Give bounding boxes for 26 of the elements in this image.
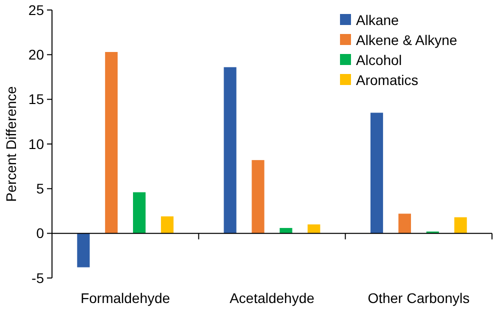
x-tick-label: Formaldehyde [80,290,170,306]
bar [308,224,320,234]
legend-label: Alkane [356,12,400,28]
y-tick-label: 15 [28,91,44,108]
legend-label: Aromatics [356,72,418,88]
y-tick-label: -5 [32,270,44,286]
x-tick-label: Acetaldehyde [230,290,315,306]
y-tick-label: 5 [36,180,44,197]
bar [280,228,292,234]
y-tick-label: 10 [28,136,44,152]
bar [160,216,174,234]
bar [454,217,467,234]
y-axis-title: Percent Difference [3,86,19,202]
legend-label: Alkene & Alkyne [356,32,458,48]
y-tick-label: 20 [28,46,44,63]
bar [77,233,90,268]
bar [398,214,411,234]
bar [133,192,146,234]
bar [224,67,236,234]
legend-label: Alcohol [356,52,402,68]
y-tick-label: 0 [36,225,44,242]
bar [105,52,118,234]
y-tick-label: 25 [28,2,44,18]
x-tick-label: Other Carbonyls [368,290,470,306]
bar [252,160,264,234]
bar [370,112,384,234]
